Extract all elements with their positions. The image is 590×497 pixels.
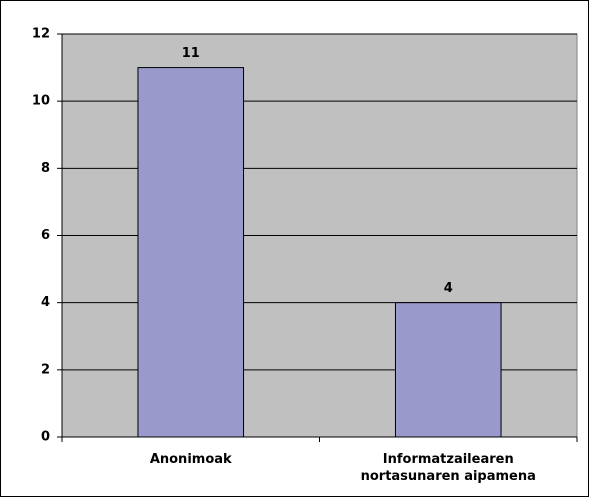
x-tick-label: Anonimoak — [149, 452, 232, 467]
y-tick-label: 6 — [41, 228, 50, 243]
y-tick-label: 10 — [32, 94, 50, 109]
y-tick-label: 4 — [41, 295, 50, 310]
data-label: 11 — [182, 46, 200, 61]
data-label: 4 — [444, 281, 453, 296]
y-tick-label: 0 — [41, 430, 50, 445]
x-tick-label: Informatzailearen nortasunaren aipamena — [360, 452, 536, 484]
bar — [137, 67, 245, 438]
y-tick-label: 12 — [32, 27, 50, 42]
bar — [394, 302, 502, 438]
y-tick-label: 8 — [41, 161, 50, 176]
y-tick-label: 2 — [41, 362, 50, 377]
